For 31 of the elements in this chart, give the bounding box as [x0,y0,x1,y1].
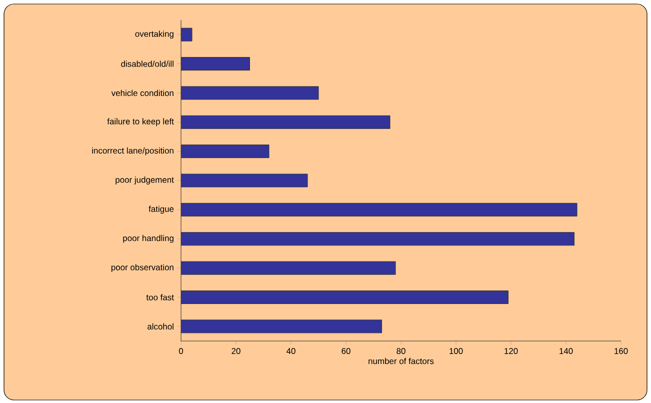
bar [181,290,509,304]
x-tick-label: 20 [232,348,240,354]
y-tick-label: too fast [146,294,174,300]
x-tick-label: 120 [504,348,518,354]
bar [181,202,578,216]
bar [181,320,382,334]
x-tick-label: 40 [286,348,296,354]
x-tick-label: 100 [450,348,463,354]
bar [181,261,396,275]
y-tick-label: alcohol [148,323,174,330]
bar [181,86,319,100]
bar [181,57,250,71]
y-tick-label: overtaking [135,30,174,39]
y-tick-label: vehicle condition [111,90,174,96]
x-axis-title: number of factors [368,358,434,364]
x-tick-label: 60 [342,348,350,354]
y-tick-label: poor judgement [116,176,174,184]
bar [181,232,575,246]
x-tick-label: 80 [396,348,406,354]
bar [181,115,390,129]
bar [181,174,308,188]
y-tick-label: incorrect lane/position [92,147,174,156]
y-tick-label: poor observation [111,264,174,272]
x-tick-label: 0 [178,348,184,354]
bar [181,144,270,158]
x-tick-label: 160 [614,348,628,354]
y-tick-label: disabled/old/ill [121,60,174,67]
y-tick-label: failure to keep left [107,118,174,126]
y-tick-label: poor handling [123,234,174,243]
y-tick-label: fatigue [148,206,174,214]
x-tick-label: 140 [560,348,573,354]
